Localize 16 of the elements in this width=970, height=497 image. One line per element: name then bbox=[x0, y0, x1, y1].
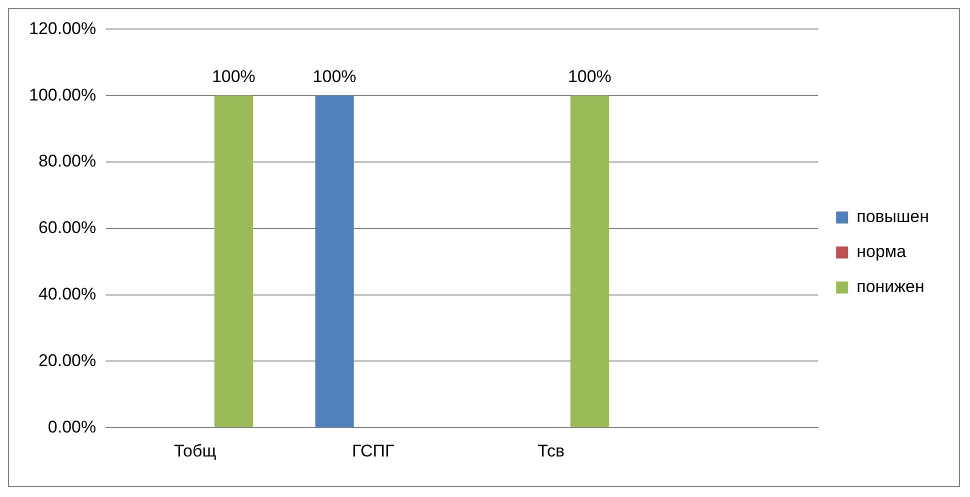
x-tick-label: Тобщ bbox=[174, 441, 216, 460]
data-label: 100% bbox=[568, 66, 612, 86]
legend-label: норма bbox=[856, 242, 907, 262]
y-tick-label: 80.00% bbox=[38, 152, 96, 171]
x-tick-label: ГСПГ bbox=[352, 441, 394, 460]
data-label: 100% bbox=[312, 66, 356, 86]
y-tick-label: 100.00% bbox=[28, 85, 96, 104]
x-tick-label: Тсв bbox=[538, 441, 565, 460]
legend-label: понижен bbox=[856, 277, 924, 296]
y-tick-label: 0.00% bbox=[48, 417, 96, 436]
y-tick-label: 40.00% bbox=[38, 284, 96, 304]
y-tick-label: 60.00% bbox=[38, 218, 96, 238]
y-tick-label: 120.00% bbox=[28, 18, 96, 38]
data-label: 100% bbox=[212, 66, 256, 86]
y-tick-label: 20.00% bbox=[38, 350, 96, 370]
legend-label: повышен bbox=[856, 207, 930, 226]
